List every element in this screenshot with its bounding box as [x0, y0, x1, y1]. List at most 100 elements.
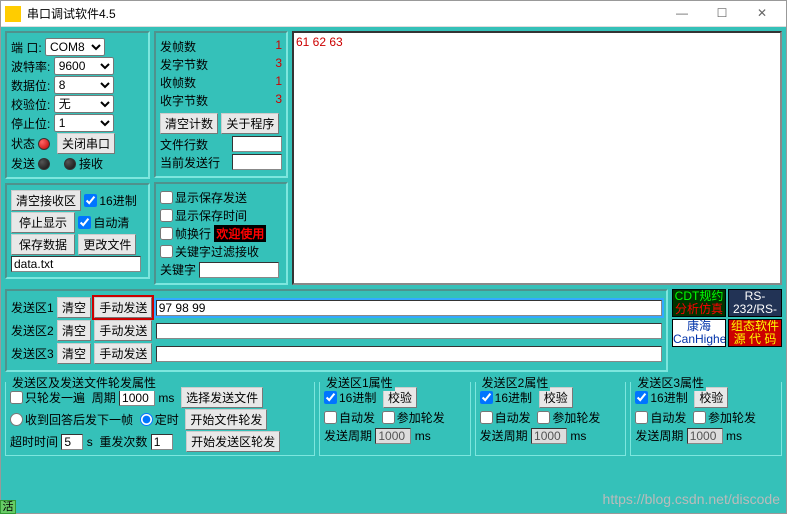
databits-select[interactable]: 8 — [54, 76, 114, 94]
send-input[interactable] — [156, 323, 662, 339]
send-areas-panel: 发送区1 清空 手动发送 发送区2 清空 手动发送 发送区3 清空 手动发送 — [5, 289, 668, 372]
once-checkbox[interactable] — [10, 391, 23, 404]
filelines-label: 文件行数 — [160, 136, 208, 153]
sendarea-label: 发送区2 — [11, 322, 54, 339]
select-file-button[interactable]: 选择发送文件 — [181, 387, 263, 408]
port-select[interactable]: COM8 — [45, 38, 105, 56]
recv-textbox[interactable]: 61 62 63 — [292, 31, 782, 285]
send-input[interactable] — [156, 346, 662, 362]
framewrap-checkbox[interactable] — [160, 227, 173, 240]
filename-input[interactable] — [11, 256, 141, 272]
sentbytes-label: 发字节数 — [160, 56, 208, 73]
sendarea-label: 发送区1 — [11, 299, 54, 316]
ad-box[interactable]: 组态软件源 代 码 — [728, 319, 782, 347]
recvbytes-label: 收字节数 — [160, 92, 208, 109]
sentframes-value: 1 — [275, 38, 282, 55]
app-window: 串口调试软件4.5 — ☐ ✕ 端 口: COM8 波特率: 9600 数据位:… — [0, 0, 787, 514]
watermark: https://blog.csdn.net/discode — [603, 491, 780, 507]
kwfilter-checkbox[interactable] — [160, 245, 173, 258]
afterreply-radio[interactable] — [10, 413, 23, 426]
zone-hex-checkbox[interactable] — [324, 391, 337, 404]
retry-input[interactable] — [151, 434, 173, 450]
zone-hex-checkbox[interactable] — [635, 391, 648, 404]
baud-select[interactable]: 9600 — [54, 57, 114, 75]
ad-box[interactable]: CDT规约分析仿真 — [672, 289, 726, 317]
change-file-button[interactable]: 更改文件 — [78, 234, 136, 255]
zone-legend: 发送区2属性 — [480, 374, 551, 391]
close-port-button[interactable]: 关闭串口 — [57, 133, 115, 154]
stopbits-select[interactable]: 1 — [54, 114, 114, 132]
ad-panel: CDT规约分析仿真 RS-232/RS-485波士电子 康海CanHigher … — [672, 289, 782, 372]
clear-send-button[interactable]: 清空 — [57, 343, 91, 364]
zone-period-input[interactable] — [687, 428, 723, 444]
maximize-button[interactable]: ☐ — [702, 3, 742, 25]
clear-count-button[interactable]: 清空计数 — [160, 113, 218, 134]
zone-hex-checkbox[interactable] — [480, 391, 493, 404]
save-data-button[interactable]: 保存数据 — [11, 234, 75, 255]
status-led — [38, 138, 50, 150]
stats-panel: 发帧数1 发字节数3 收帧数1 收字节数3 清空计数 关于程序 文件行数 当前发… — [154, 31, 288, 178]
hex-checkbox[interactable] — [84, 194, 97, 207]
sentframes-label: 发帧数 — [160, 38, 196, 55]
ad-box[interactable]: 康海CanHigher — [672, 319, 726, 347]
autoclear-checkbox[interactable] — [78, 216, 91, 229]
zone-join-checkbox[interactable] — [693, 411, 706, 424]
ad-box[interactable]: RS-232/RS-485波士电子 — [728, 289, 782, 317]
autoclear-label: 自动清 — [93, 214, 129, 231]
recv-label: 接收 — [79, 155, 103, 172]
kwfilter-label: 关键字过滤接收 — [175, 243, 259, 260]
timeout-input[interactable] — [61, 434, 83, 450]
area3-fieldset: 发送区3属性 16进制 校验 自动发 参加轮发 发送周期 ms — [630, 382, 782, 456]
app-icon — [5, 6, 21, 22]
recvbytes-value: 3 — [275, 92, 282, 109]
manual-send-button[interactable]: 手动发送 — [94, 297, 152, 318]
zone-auto-checkbox[interactable] — [480, 411, 493, 424]
clear-send-button[interactable]: 清空 — [57, 320, 91, 341]
recvframes-value: 1 — [275, 74, 282, 91]
send-label: 发送 — [11, 155, 35, 172]
sendarea-label: 发送区3 — [11, 345, 54, 362]
window-title: 串口调试软件4.5 — [27, 5, 662, 22]
parity-select[interactable]: 无 — [54, 95, 114, 113]
zone-join-checkbox[interactable] — [382, 411, 395, 424]
titlebar: 串口调试软件4.5 — ☐ ✕ — [1, 1, 786, 27]
framewrap-label: 帧换行 — [175, 225, 211, 242]
clear-recv-button[interactable]: 清空接收区 — [11, 190, 81, 211]
port-panel: 端 口: COM8 波特率: 9600 数据位: 8 校验位: 无 停止位: 1… — [5, 31, 150, 179]
clear-send-button[interactable]: 清空 — [57, 297, 91, 318]
keyword-label: 关键字 — [160, 261, 196, 278]
stop-display-button[interactable]: 停止显示 — [11, 212, 75, 233]
close-button[interactable]: ✕ — [742, 3, 782, 25]
zone-auto-checkbox[interactable] — [324, 411, 337, 424]
area2-fieldset: 发送区2属性 16进制 校验 自动发 参加轮发 发送周期 ms — [475, 382, 627, 456]
timed-radio[interactable] — [140, 413, 153, 426]
start-file-button[interactable]: 开始文件轮发 — [185, 409, 267, 430]
showsent-checkbox[interactable] — [160, 191, 173, 204]
filelines-value — [232, 136, 282, 152]
keyword-input[interactable] — [199, 262, 279, 278]
period-input[interactable] — [119, 390, 155, 406]
zone-auto-checkbox[interactable] — [635, 411, 648, 424]
status-badge: 活 — [0, 500, 16, 514]
baud-label: 波特率: — [11, 58, 50, 75]
recv-ctrl-panel: 清空接收区 16进制 停止显示 自动清 保存数据 更改文件 — [5, 183, 150, 279]
send-input[interactable] — [156, 300, 662, 316]
currentline-value — [232, 154, 282, 170]
start-area-button[interactable]: 开始发送区轮发 — [186, 431, 280, 452]
zone-legend: 发送区3属性 — [635, 374, 706, 391]
zone-join-checkbox[interactable] — [537, 411, 550, 424]
showtime-label: 显示保存时间 — [175, 207, 247, 224]
zone-period-input[interactable] — [531, 428, 567, 444]
zone-period-input[interactable] — [375, 428, 411, 444]
framewrap-hl: 欢迎使用 — [214, 225, 266, 242]
showsent-label: 显示保存发送 — [175, 189, 247, 206]
manual-send-button[interactable]: 手动发送 — [94, 343, 152, 364]
showtime-checkbox[interactable] — [160, 209, 173, 222]
about-button[interactable]: 关于程序 — [221, 113, 279, 134]
manual-send-button[interactable]: 手动发送 — [94, 320, 152, 341]
fileloop-legend: 发送区及发送文件轮发属性 — [10, 374, 158, 391]
sentbytes-value: 3 — [275, 56, 282, 73]
file-loop-fieldset: 发送区及发送文件轮发属性 只轮发一遍 周期 ms 选择发送文件 收到回答后发下一… — [5, 382, 315, 456]
minimize-button[interactable]: — — [662, 3, 702, 25]
recvframes-label: 收帧数 — [160, 74, 196, 91]
